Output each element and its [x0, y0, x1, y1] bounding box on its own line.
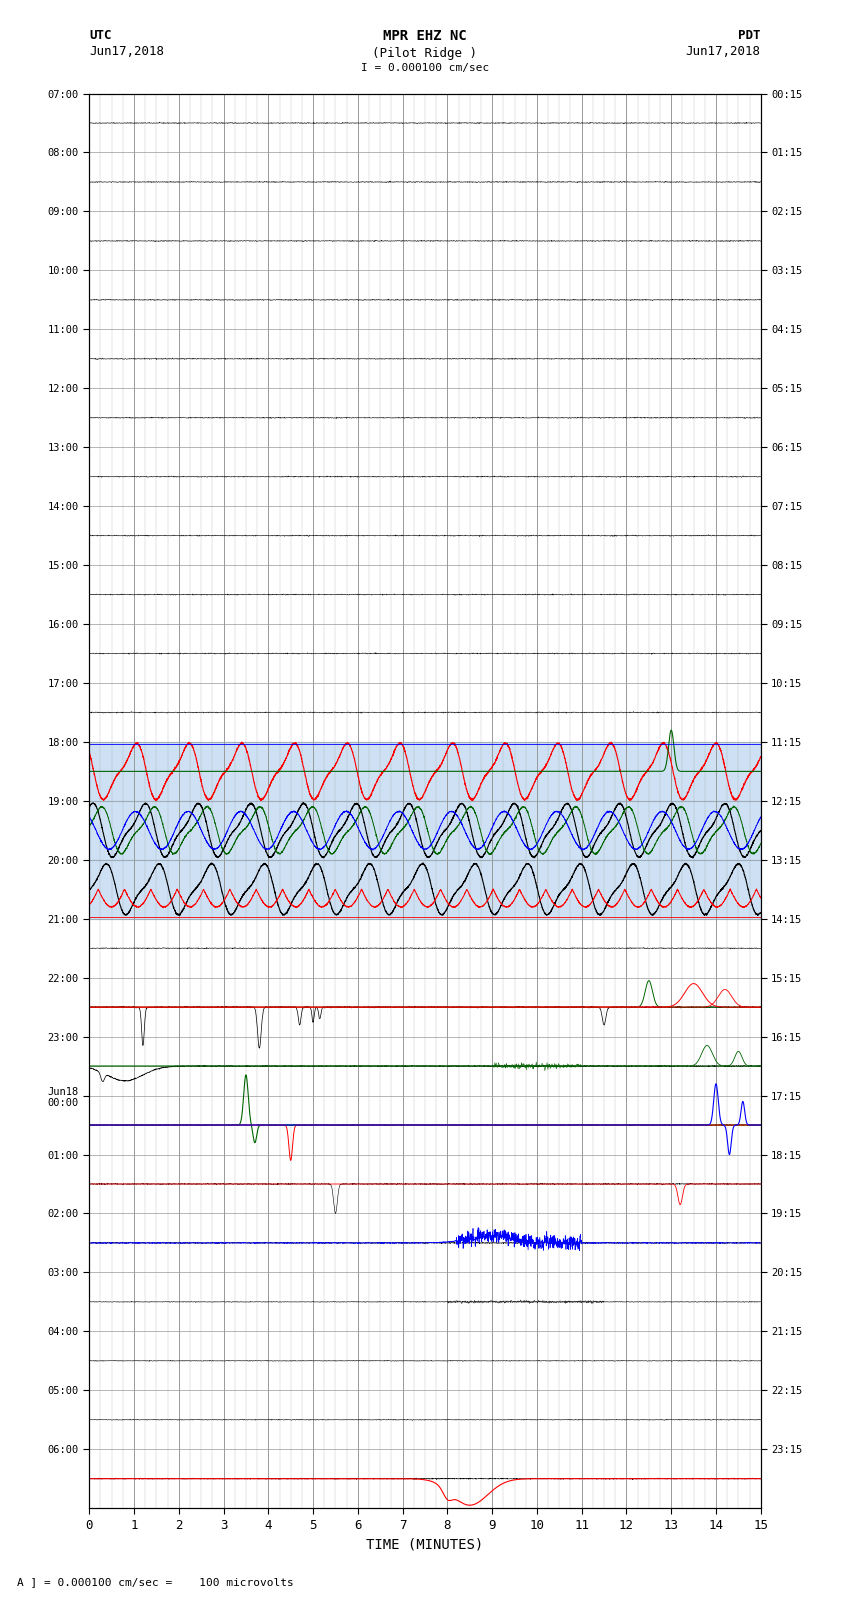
Text: UTC: UTC	[89, 29, 111, 42]
X-axis label: TIME (MINUTES): TIME (MINUTES)	[366, 1537, 484, 1552]
Text: I = 0.000100 cm/sec: I = 0.000100 cm/sec	[361, 63, 489, 73]
Text: (Pilot Ridge ): (Pilot Ridge )	[372, 47, 478, 60]
Text: MPR EHZ NC: MPR EHZ NC	[383, 29, 467, 44]
Bar	[89, 860, 761, 919]
Bar	[89, 742, 761, 802]
Bar	[89, 802, 761, 860]
Text: Jun17,2018: Jun17,2018	[89, 45, 164, 58]
Text: Jun17,2018: Jun17,2018	[686, 45, 761, 58]
Text: PDT: PDT	[739, 29, 761, 42]
Text: A ] = 0.000100 cm/sec =    100 microvolts: A ] = 0.000100 cm/sec = 100 microvolts	[17, 1578, 294, 1587]
